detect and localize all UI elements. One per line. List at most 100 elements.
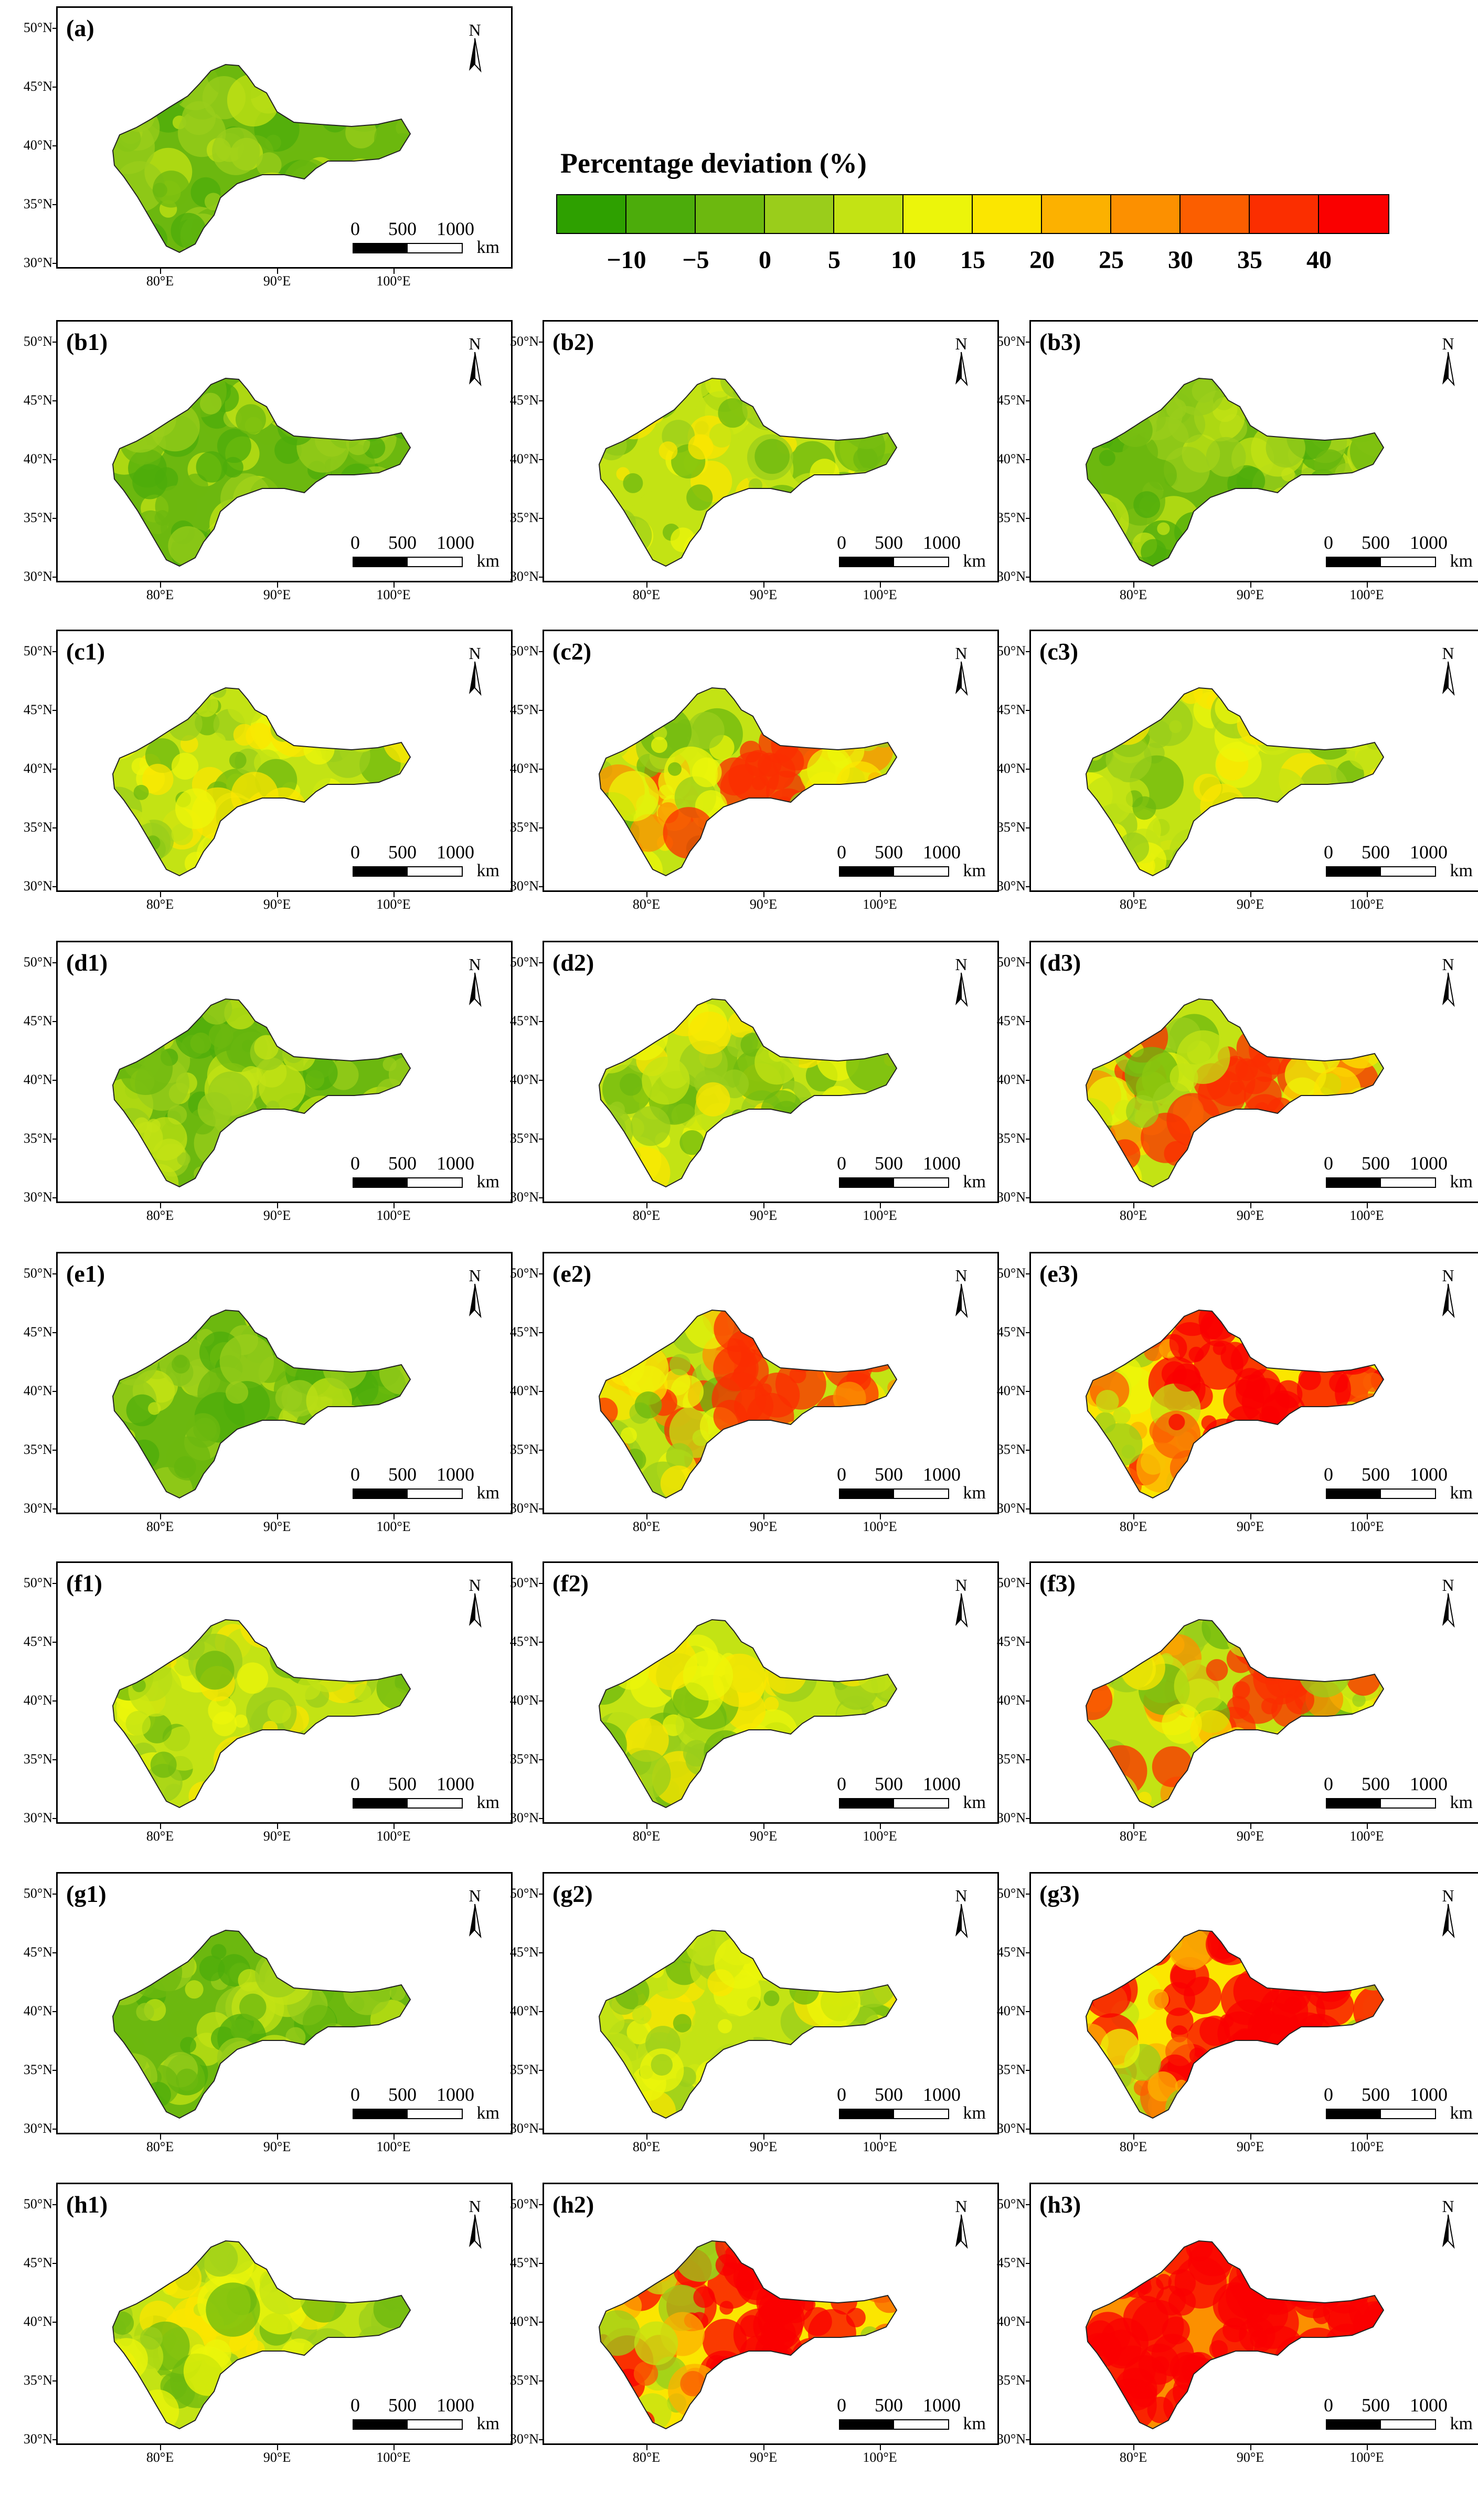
map-canvas xyxy=(598,998,898,1188)
deviation-patch xyxy=(302,2005,336,2038)
deviation-patch xyxy=(745,1144,782,1182)
deviation-patch xyxy=(285,1620,337,1671)
deviation-patch xyxy=(633,2361,658,2386)
deviation-patch xyxy=(126,1394,158,1427)
map-canvas xyxy=(598,2240,898,2430)
latitude-label: 50°N xyxy=(509,643,539,658)
longitude-tick xyxy=(1133,2134,1134,2140)
deviation-patch xyxy=(621,1750,671,1800)
deviation-patch xyxy=(1172,846,1193,868)
deviation-patch xyxy=(797,2377,820,2399)
deviation-patch xyxy=(153,171,190,208)
deviation-patch xyxy=(1113,1327,1134,1347)
map-panel-g3: (g3) 50°N 45°N 40°N 35°N 30°N 80°E 90°E 100°E N 0 5… xyxy=(997,1872,1478,2154)
legend-swatch xyxy=(1111,195,1181,233)
deviation-patch xyxy=(1289,1155,1311,1177)
deviation-patch xyxy=(820,1730,837,1748)
deviation-patch xyxy=(352,1314,375,1337)
longitude-tick xyxy=(763,582,764,588)
deviation-patch xyxy=(113,1147,151,1187)
latitude-tick xyxy=(1026,518,1031,519)
longitude-label: 90°E xyxy=(749,1208,778,1223)
deviation-patch xyxy=(292,1426,305,1439)
deviation-patch xyxy=(113,98,141,127)
deviation-patch xyxy=(147,703,170,726)
deviation-patch xyxy=(823,797,838,812)
deviation-patch xyxy=(236,1145,285,1187)
latitude-label: 35°N xyxy=(509,1442,539,1457)
north-arrow-icon: N xyxy=(948,2197,974,2249)
deviation-patch xyxy=(785,1355,799,1368)
deviation-patch xyxy=(1330,781,1355,806)
deviation-patch xyxy=(808,1930,854,1956)
deviation-patch xyxy=(711,2379,764,2429)
deviation-patch xyxy=(1290,805,1305,821)
deviation-patch xyxy=(382,717,410,763)
deviation-patch xyxy=(1227,1621,1263,1657)
panel-label: (a) xyxy=(66,15,94,41)
deviation-patch xyxy=(392,1310,410,1330)
deviation-patch xyxy=(1174,2256,1227,2309)
latitude-tick xyxy=(52,2204,58,2205)
latitude-tick xyxy=(1026,342,1031,343)
longitude-tick xyxy=(1250,892,1251,897)
deviation-patch xyxy=(1365,1735,1384,1763)
deviation-patch xyxy=(230,2054,277,2101)
deviation-patch xyxy=(263,65,300,87)
longitude-label: 80°E xyxy=(632,587,661,602)
deviation-patch xyxy=(297,1761,342,1806)
deviation-patch xyxy=(881,490,895,504)
deviation-patch xyxy=(601,999,640,1025)
scale-bar-graphic xyxy=(839,1488,949,1499)
deviation-patch xyxy=(1252,2247,1292,2288)
deviation-patch xyxy=(301,1457,356,1498)
legend-swatch xyxy=(557,195,626,233)
deviation-patch xyxy=(1304,1020,1321,1037)
panel-label: (h3) xyxy=(1039,2191,1081,2218)
deviation-patch xyxy=(798,2253,832,2287)
deviation-patch xyxy=(1347,379,1384,415)
scale-unit: km xyxy=(1450,2103,1473,2123)
deviation-patch xyxy=(851,1318,897,1367)
deviation-patch xyxy=(604,397,619,412)
latitude-tick xyxy=(1026,962,1031,963)
deviation-patch xyxy=(209,1771,238,1800)
longitude-label: 100°E xyxy=(1349,1828,1384,1844)
legend-tick-label: 30 xyxy=(1168,246,1193,274)
legend-tick-label: 15 xyxy=(960,246,985,274)
deviation-patch xyxy=(113,1334,158,1386)
deviation-patch xyxy=(1121,2268,1151,2298)
deviation-patch xyxy=(1362,2276,1376,2291)
deviation-patch xyxy=(719,1777,741,1798)
latitude-tick xyxy=(1026,1894,1031,1895)
latitude-label: 35°N xyxy=(23,510,52,525)
scale-label: 1000 xyxy=(437,1464,474,1485)
deviation-patch xyxy=(345,720,378,752)
deviation-patch xyxy=(1120,2404,1134,2419)
deviation-patch xyxy=(644,403,664,424)
deviation-patch xyxy=(638,999,677,1028)
deviation-patch xyxy=(599,1353,621,1379)
deviation-patch xyxy=(1309,2271,1331,2293)
deviation-patch xyxy=(1358,1318,1383,1342)
longitude-tick xyxy=(646,892,647,897)
deviation-patch xyxy=(270,2250,284,2265)
longitude-tick xyxy=(1250,1514,1251,1519)
deviation-patch xyxy=(1330,378,1379,408)
deviation-patch xyxy=(131,221,168,252)
deviation-patch xyxy=(816,2241,842,2267)
latitude-label: 35°N xyxy=(996,1442,1026,1457)
latitude-label: 40°N xyxy=(23,1383,52,1398)
latitude-label: 35°N xyxy=(996,1751,1026,1767)
deviation-patch xyxy=(339,463,375,499)
latitude-label: 45°N xyxy=(996,2255,1026,2270)
latitude-label: 45°N xyxy=(23,2255,52,2270)
deviation-patch xyxy=(338,396,359,417)
deviation-patch xyxy=(1215,692,1247,725)
panel-label: (b3) xyxy=(1039,328,1081,355)
deviation-patch xyxy=(389,378,410,399)
deviation-patch xyxy=(204,193,222,211)
deviation-patch xyxy=(1147,2071,1178,2102)
deviation-patch xyxy=(267,1620,322,1661)
deviation-patch xyxy=(1220,688,1240,701)
